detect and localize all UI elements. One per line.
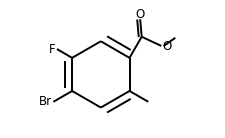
Text: Br: Br — [39, 95, 52, 108]
Text: F: F — [49, 43, 56, 56]
Text: O: O — [161, 40, 171, 53]
Text: O: O — [135, 8, 144, 21]
